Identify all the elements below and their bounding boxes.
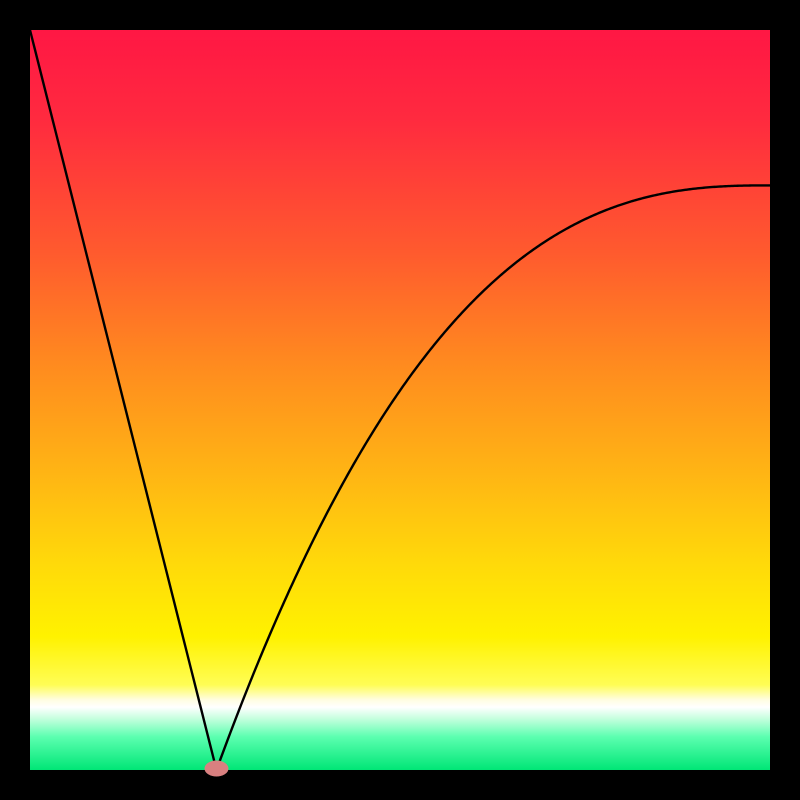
figure-container: TheBottleneck.com xyxy=(0,0,800,800)
plot-background xyxy=(30,30,770,770)
watermark-text: TheBottleneck.com xyxy=(584,4,790,30)
optimum-marker xyxy=(204,761,228,777)
bottleneck-chart xyxy=(0,0,800,800)
